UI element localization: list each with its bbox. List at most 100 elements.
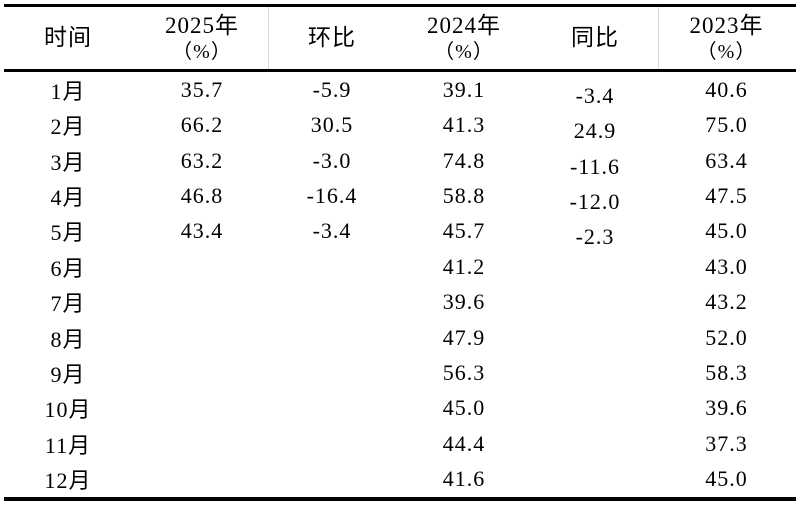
header-cell-time: 时间 [0, 7, 136, 69]
cell-2025 [136, 355, 268, 390]
cell-2025 [136, 284, 268, 319]
table-row: 6月 41.2 43.0 [0, 249, 795, 284]
cell-2025 [136, 249, 268, 284]
header-cell-2024: 2024年 （%） [396, 7, 532, 69]
cell-2023: 40.6 [705, 76, 748, 102]
cell-2024: 39.6 [442, 289, 486, 315]
table-top-rule [4, 4, 796, 7]
cell-month: 3月 [50, 149, 86, 175]
cell-2025 [136, 426, 268, 461]
cell-2024: 39.1 [442, 76, 486, 102]
cell-2023: 45.0 [705, 466, 748, 492]
cell-mom: -3.4 [312, 218, 352, 244]
cell-month: 11月 [44, 432, 92, 458]
cell-month: 6月 [50, 255, 86, 281]
cell-mom: -16.4 [306, 182, 358, 208]
cell-month: 10月 [44, 397, 92, 423]
cell-yoy [532, 467, 658, 502]
header-cell-2023: 2023年 （%） [658, 7, 795, 69]
cell-month: 12月 [44, 468, 92, 494]
header-cell-mom: 环比 [268, 7, 396, 69]
table-row: 1月 35.7 -5.9 39.1 -3.4 40.6 [0, 72, 795, 108]
header-unit: （%） [696, 41, 757, 64]
table-bottom-rule [4, 497, 796, 501]
table-row: 3月 63.2 -3.0 74.8 -11.6 63.4 [0, 143, 795, 179]
table-header: 时间 2025年 （%） 环比 2024年 （%） 同比 2023年 （%） [0, 7, 795, 69]
cell-2024: 47.9 [442, 324, 486, 350]
cell-month: 1月 [50, 78, 86, 104]
cell-2023: 45.0 [705, 218, 748, 244]
table-row: 7月 39.6 43.2 [0, 284, 795, 319]
cell-2024: 74.8 [442, 147, 486, 173]
cell-mom [268, 249, 396, 284]
cell-yoy [532, 326, 658, 361]
cell-mom [268, 461, 396, 496]
cell-month: 5月 [50, 220, 86, 246]
cell-mom: 30.5 [310, 112, 354, 138]
header-label: 2024年 [427, 12, 501, 38]
table-row: 8月 47.9 52.0 [0, 320, 795, 355]
cell-2023: 37.3 [705, 430, 748, 456]
header-row: 时间 2025年 （%） 环比 2024年 （%） 同比 2023年 （%） [0, 7, 795, 69]
cell-month: 8月 [50, 326, 86, 352]
cell-yoy [532, 397, 658, 432]
header-divider-1 [268, 7, 269, 69]
cell-2024: 56.3 [442, 359, 486, 385]
table-row: 10月 45.0 39.6 [0, 391, 795, 426]
cell-2023: 63.4 [705, 147, 748, 173]
cell-2025: 46.8 [180, 182, 224, 208]
cell-mom: -3.0 [312, 147, 352, 173]
cell-month: 4月 [50, 184, 86, 210]
cell-yoy: -12.0 [569, 188, 621, 214]
table-row: 5月 43.4 -3.4 45.7 -2.3 45.0 [0, 214, 795, 249]
header-label: 时间 [44, 25, 92, 51]
cell-2023: 47.5 [705, 182, 748, 208]
header-label: 环比 [308, 25, 356, 51]
cell-2023: 58.3 [705, 359, 748, 385]
cell-month: 2月 [50, 114, 86, 140]
cell-mom [268, 391, 396, 426]
cell-2023: 75.0 [705, 112, 748, 138]
cell-yoy: -3.4 [575, 82, 615, 108]
table-row: 2月 66.2 30.5 41.3 24.9 75.0 [0, 107, 795, 143]
cell-yoy: -11.6 [569, 153, 620, 179]
cell-yoy [532, 255, 658, 290]
cell-2024: 45.0 [442, 395, 486, 421]
table-row: 4月 46.8 -16.4 58.8 -12.0 47.5 [0, 178, 795, 214]
cell-2023: 52.0 [705, 324, 748, 350]
cell-2025 [136, 391, 268, 426]
cell-2025: 43.4 [180, 218, 224, 244]
cell-yoy [532, 432, 658, 467]
table-row: 12月 41.6 45.0 [0, 461, 795, 496]
cell-2023: 39.6 [705, 395, 748, 421]
cell-month: 7月 [50, 291, 86, 317]
table-row: 9月 56.3 58.3 [0, 355, 795, 390]
cell-2025 [136, 320, 268, 355]
header-divider-2 [658, 7, 659, 69]
header-label: 2025年 [165, 12, 239, 38]
cell-mom [268, 284, 396, 319]
cell-2024: 41.2 [442, 253, 486, 279]
cell-2024: 45.7 [442, 218, 486, 244]
cell-mom [268, 355, 396, 390]
cell-2025: 66.2 [180, 112, 224, 138]
cell-2024: 58.8 [442, 182, 486, 208]
cell-2023: 43.0 [705, 253, 748, 279]
header-label: 2023年 [689, 12, 764, 38]
table-row: 11月 44.4 37.3 [0, 426, 795, 461]
cell-mom: -5.9 [312, 76, 352, 102]
header-unit: （%） [172, 41, 232, 64]
table-body: 1月 35.7 -5.9 39.1 -3.4 40.6 2月 66.2 30.5… [0, 72, 795, 497]
header-cell-2025: 2025年 （%） [136, 7, 268, 69]
header-label: 同比 [571, 25, 619, 51]
cell-yoy: -2.3 [575, 224, 615, 250]
cell-yoy [532, 361, 658, 396]
cell-2023: 43.2 [705, 289, 748, 315]
cell-2024: 44.4 [442, 430, 486, 456]
header-cell-yoy: 同比 [532, 7, 658, 69]
cell-yoy [532, 290, 658, 325]
cell-2025: 63.2 [180, 147, 224, 173]
cell-mom [268, 426, 396, 461]
cell-2025 [136, 461, 268, 496]
